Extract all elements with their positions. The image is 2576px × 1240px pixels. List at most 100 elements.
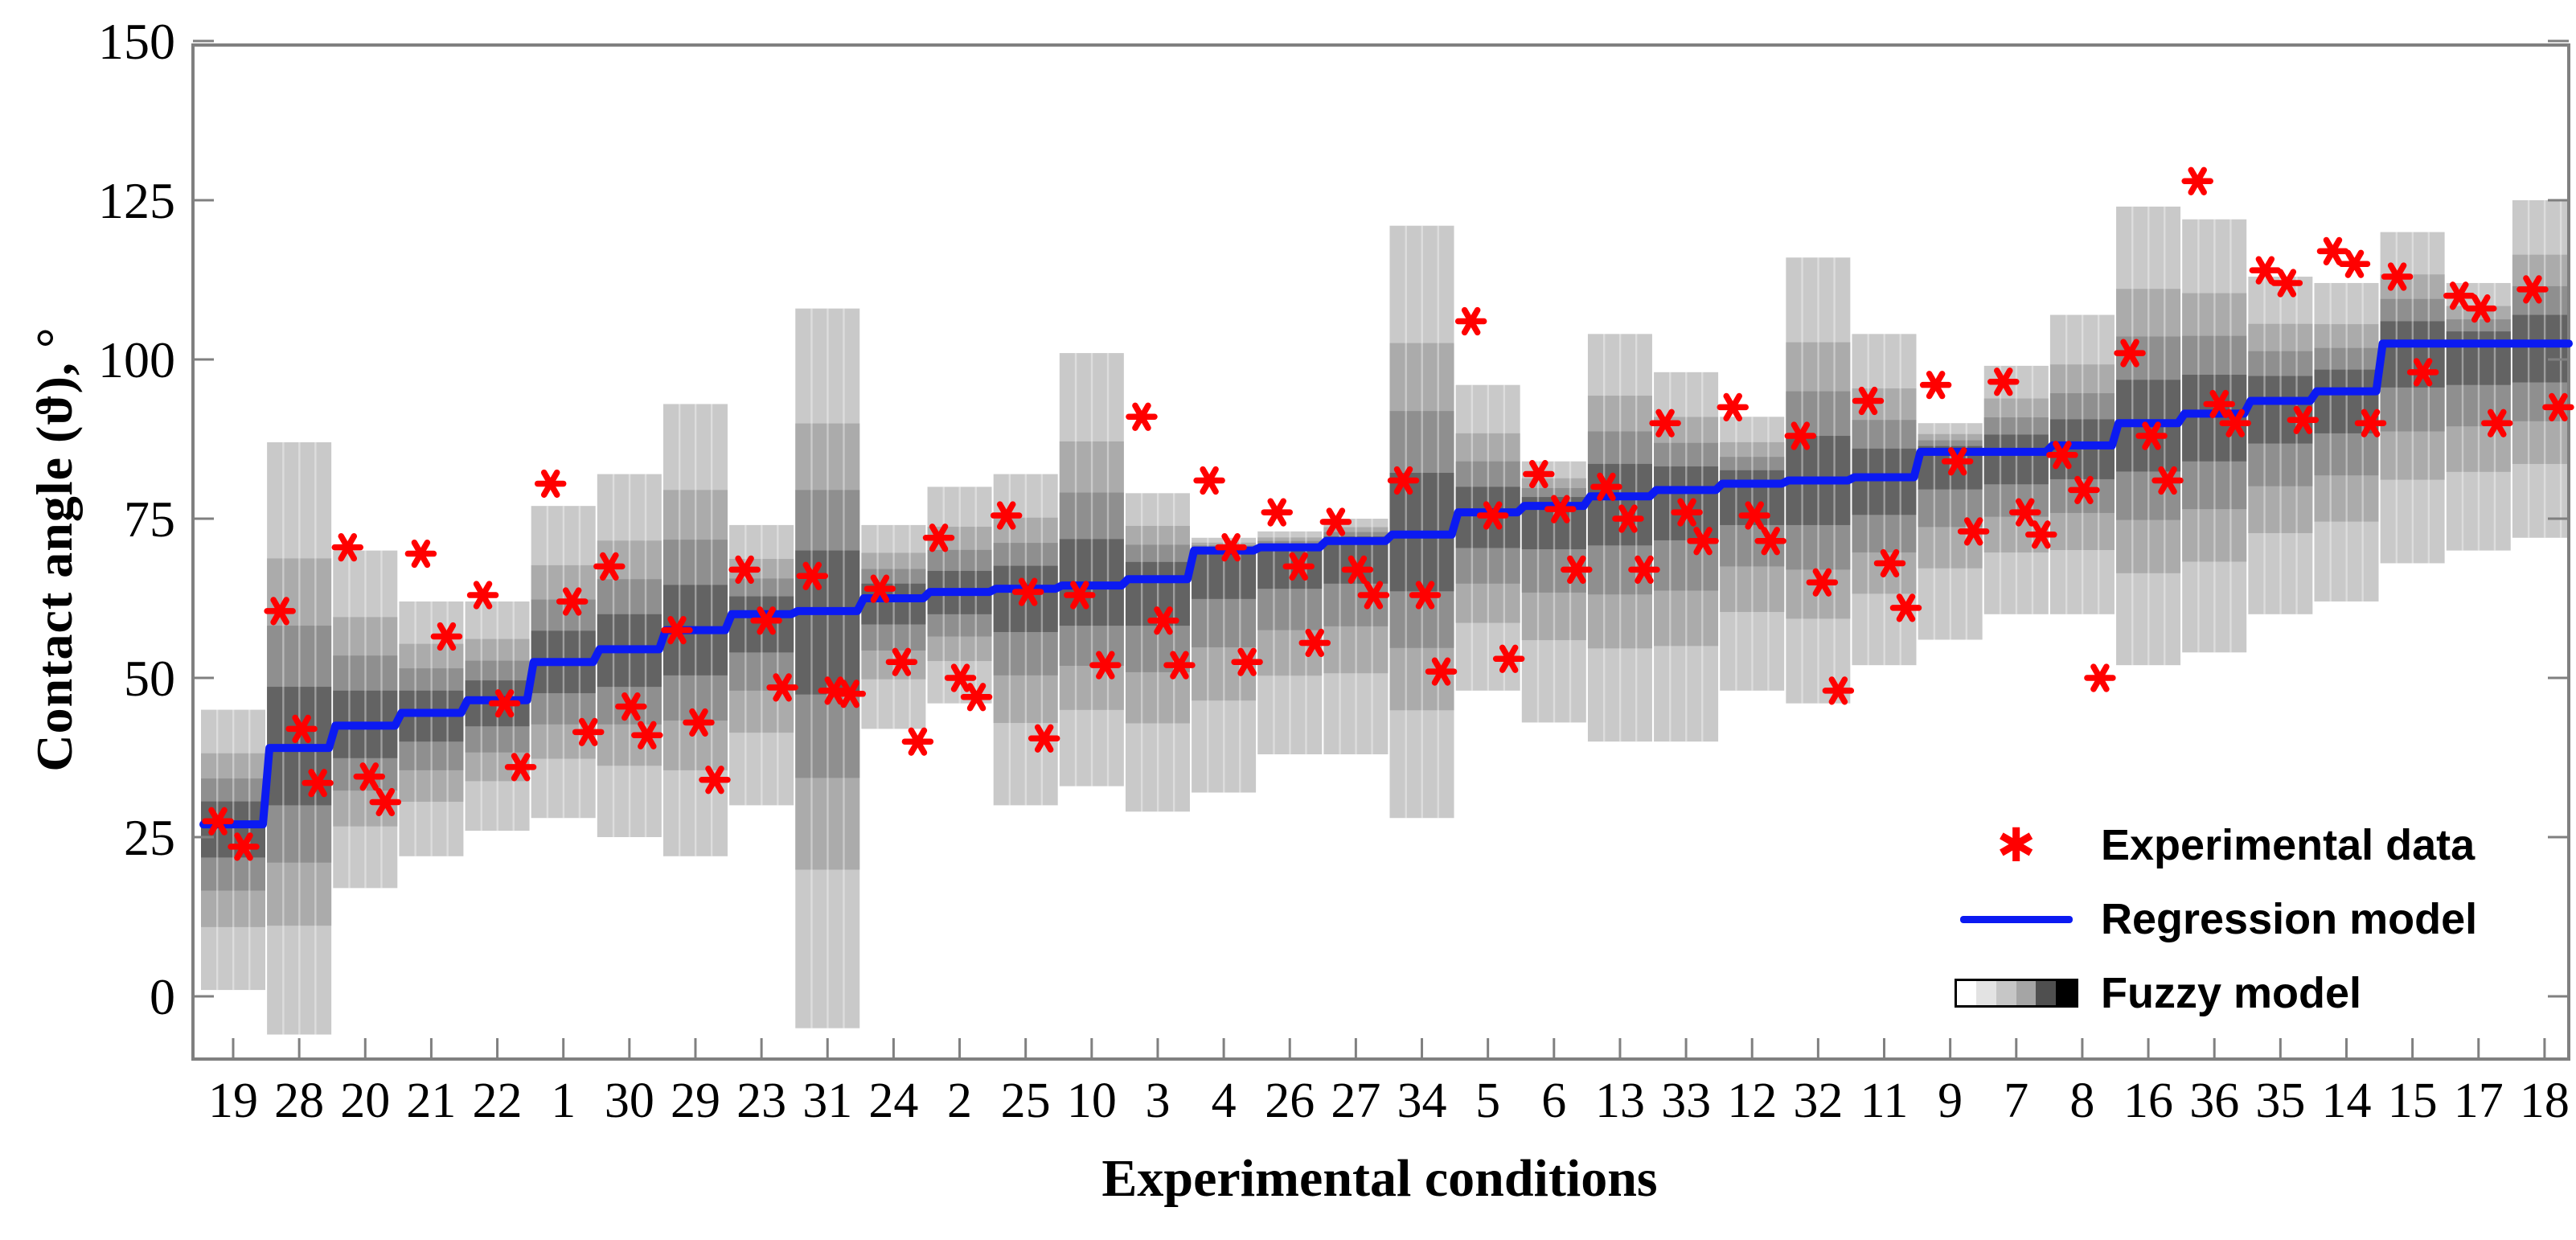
band-stripe (1602, 334, 1606, 742)
band-stripe (1371, 519, 1373, 755)
x-tick-label: 14 (2321, 1074, 2371, 1128)
experimental-star (1298, 628, 1331, 658)
x-tick-label: 25 (1001, 1074, 1051, 1128)
band-stripe (1635, 334, 1638, 742)
experimental-star (1147, 606, 1179, 635)
experimental-star (1717, 392, 1749, 422)
experimental-star (1064, 581, 1096, 610)
red-asterisk-icon: ✱ (1996, 818, 2036, 873)
experimental-star (2151, 466, 2184, 495)
experimental-star (944, 663, 977, 692)
band-stripe (876, 524, 879, 729)
band-stripe (1090, 353, 1093, 786)
experimental-star (1941, 447, 1974, 476)
experimental-star (534, 469, 567, 499)
experimental-star (863, 574, 896, 603)
fuzzy-band-level4 (1983, 434, 2049, 485)
experimental-star (699, 766, 731, 795)
experimental-star (369, 787, 402, 817)
experimental-star (901, 727, 934, 756)
band-stripe (892, 524, 895, 729)
band-stripe (2461, 282, 2464, 551)
x-tick-label: 8 (2069, 1074, 2094, 1128)
experimental-star (404, 539, 437, 569)
x-tick-label: 6 (1541, 1074, 1566, 1128)
x-tick-label: 30 (605, 1074, 654, 1128)
experimental-star (2316, 236, 2349, 265)
experimental-star (1987, 367, 2020, 396)
experimental-star (834, 680, 867, 708)
x-tick-label: 7 (2004, 1074, 2028, 1128)
experimental-star (2338, 249, 2371, 278)
experimental-star (1561, 555, 1593, 584)
legend-label-experimental: Experimental data (2101, 821, 2476, 869)
x-tick-label: 28 (274, 1074, 324, 1128)
y-tick-label: 75 (124, 491, 175, 548)
band-stripe (628, 474, 631, 837)
regression-line (199, 339, 2573, 829)
experimental-star (202, 807, 234, 836)
x-tick-label: 36 (2189, 1074, 2239, 1128)
x-tick-label: 33 (1661, 1074, 1711, 1128)
band-stripe (2543, 200, 2546, 538)
fuzzy-band-level4 (2248, 376, 2313, 444)
band-stripe (2559, 200, 2562, 538)
experimental-star (264, 597, 296, 626)
experimental-star (1193, 466, 1225, 495)
experimental-star (1590, 472, 1622, 502)
band-stripe (2197, 219, 2200, 653)
x-tick-label: 5 (1475, 1074, 1500, 1128)
experimental-star (818, 676, 851, 705)
experimental-star (1089, 651, 1122, 680)
legend-label-fuzzy: Fuzzy model (2101, 969, 2362, 1017)
band-stripe (1701, 372, 1704, 742)
experimental-star (2068, 475, 2100, 504)
band-stripe (282, 441, 285, 1035)
band-stripe (1024, 474, 1028, 806)
x-tick-label: 27 (1331, 1074, 1380, 1128)
experimental-star (766, 673, 798, 702)
band-stripe (2279, 277, 2282, 614)
experimental-star (2354, 409, 2387, 437)
experimental-star (1425, 657, 1458, 686)
experimental-star (1476, 501, 1509, 530)
band-stripe (2031, 365, 2034, 614)
experimental-star (1454, 306, 1487, 336)
band-stripe (1207, 537, 1209, 793)
y-tick-label: 50 (124, 650, 175, 707)
experimental-star (1852, 386, 1885, 416)
band-stripe (1949, 423, 1952, 640)
band-stripe (1553, 461, 1556, 723)
experimental-star (1919, 371, 1952, 400)
band-stripe (2329, 282, 2332, 602)
x-tick-label: 34 (1397, 1074, 1447, 1128)
band-stripe (2477, 282, 2480, 551)
experimental-star (488, 689, 521, 718)
x-tick-label: 16 (2123, 1074, 2173, 1128)
x-tick-label: 35 (2255, 1074, 2305, 1128)
experimental-star (1231, 647, 1263, 676)
band-stripe (1471, 384, 1474, 691)
band-stripe (2015, 365, 2018, 614)
band-stripe (2295, 277, 2298, 614)
band-stripe (644, 474, 647, 837)
experimental-star (2465, 294, 2497, 323)
experimental-star (2443, 281, 2476, 310)
experimental-star (1671, 498, 1703, 527)
y-tick-label: 100 (98, 331, 175, 388)
band-stripe (1289, 531, 1291, 755)
band-stripe (909, 524, 911, 729)
band-stripe (1405, 225, 1407, 819)
experimental-star (990, 501, 1023, 530)
experimental-star (1282, 552, 1315, 581)
fuzzy-band-level4 (1852, 448, 1917, 515)
x-tick-label: 22 (473, 1074, 523, 1128)
band-stripe (1767, 417, 1770, 691)
experimental-star (1649, 409, 1681, 437)
experimental-star (2381, 262, 2414, 291)
experimental-star (2406, 358, 2439, 387)
band-stripe (364, 550, 367, 889)
experimental-star (615, 692, 647, 721)
experimental-star (1628, 555, 1660, 584)
